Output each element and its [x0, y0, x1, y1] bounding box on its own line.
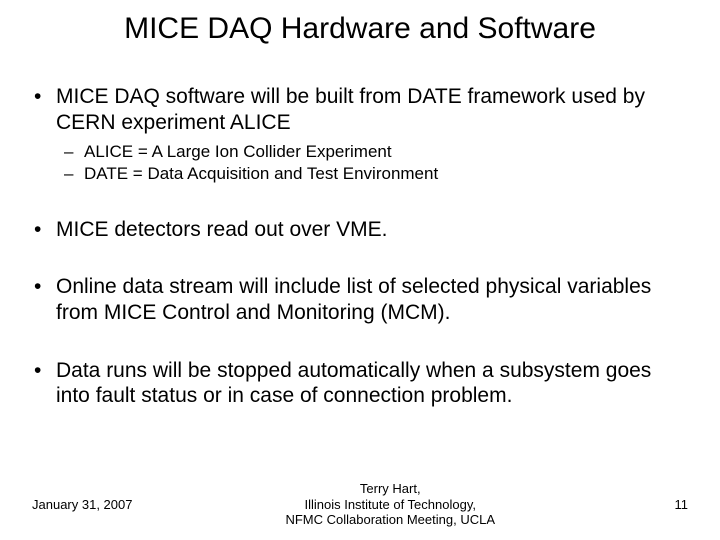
footer-date: January 31, 2007: [32, 497, 132, 512]
list-item: MICE detectors read out over VME.: [34, 217, 690, 243]
slide-content: MICE DAQ software will be built from DAT…: [30, 84, 690, 409]
bullet-text: MICE DAQ software will be built from DAT…: [56, 85, 645, 134]
slide-title: MICE DAQ Hardware and Software: [30, 12, 690, 46]
list-item: MICE DAQ software will be built from DAT…: [34, 84, 690, 185]
slide: MICE DAQ Hardware and Software MICE DAQ …: [0, 0, 720, 540]
footer-affiliation: Illinois Institute of Technology,: [132, 497, 648, 513]
footer-page-number: 11: [648, 497, 688, 512]
footer-center: Terry Hart, Illinois Institute of Techno…: [132, 481, 648, 528]
sub-list: ALICE = A Large Ion Collider Experiment …: [56, 141, 690, 185]
slide-footer: January 31, 2007 Terry Hart, Illinois In…: [0, 481, 720, 528]
bullet-list: MICE DAQ software will be built from DAT…: [34, 84, 690, 409]
list-item: Online data stream will include list of …: [34, 274, 690, 325]
list-item: Data runs will be stopped automatically …: [34, 358, 690, 409]
footer-meeting: NFMC Collaboration Meeting, UCLA: [132, 512, 648, 528]
footer-author: Terry Hart,: [132, 481, 648, 497]
bullet-text: MICE detectors read out over VME.: [56, 218, 387, 241]
sub-list-item: ALICE = A Large Ion Collider Experiment: [56, 141, 690, 162]
bullet-text: Online data stream will include list of …: [56, 275, 651, 324]
bullet-text: Data runs will be stopped automatically …: [56, 359, 651, 408]
sub-list-item: DATE = Data Acquisition and Test Environ…: [56, 163, 690, 184]
